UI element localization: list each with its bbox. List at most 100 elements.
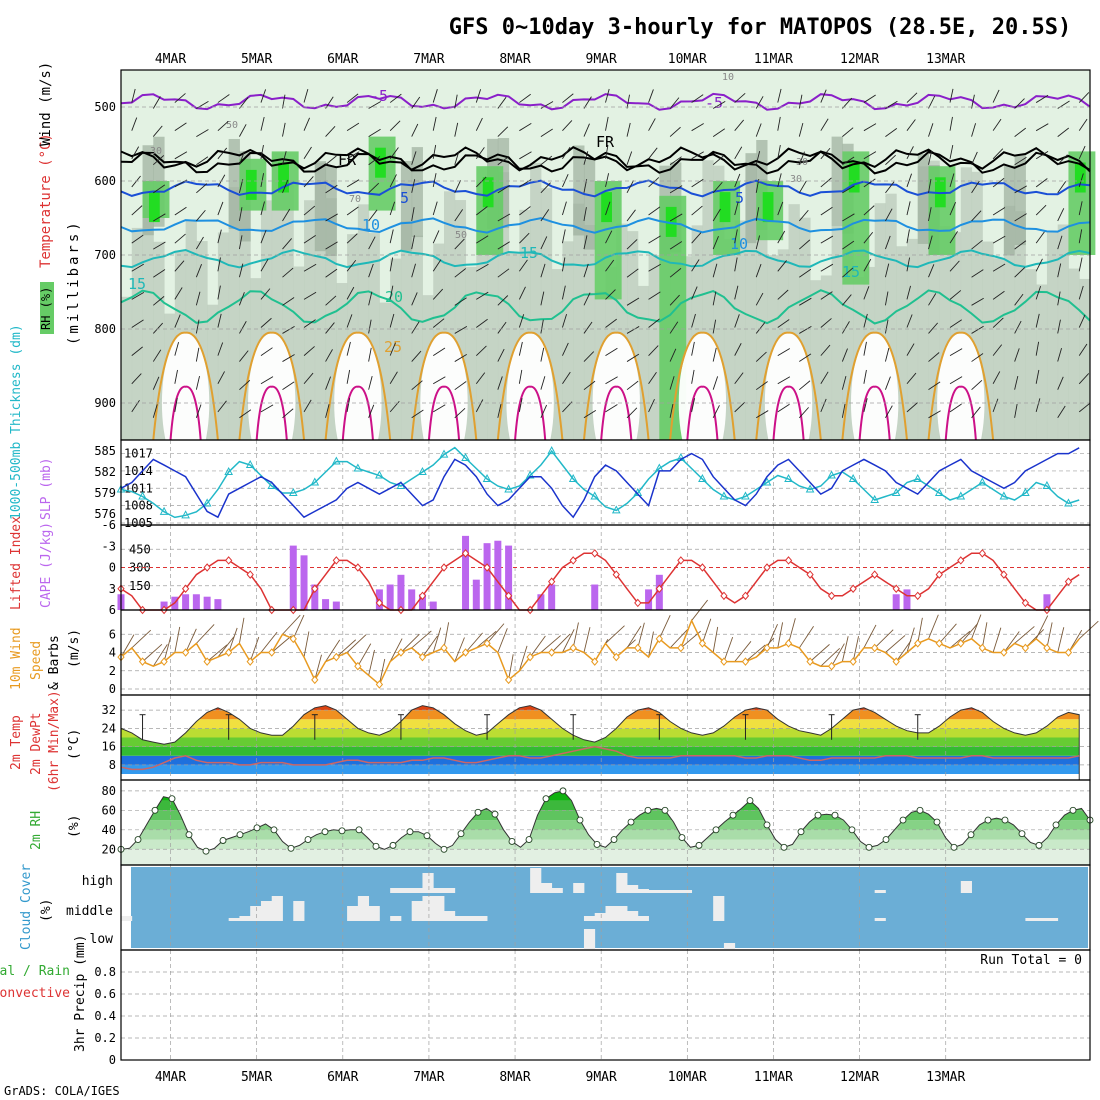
wind-barb [777, 376, 791, 385]
rh-point [712, 826, 720, 834]
wind10m-barb [981, 622, 988, 649]
cloud-bar [121, 916, 133, 921]
rh-point [134, 836, 142, 843]
cloud-bar [357, 896, 370, 921]
wind-barb [734, 229, 738, 244]
contour-label: 5 [735, 189, 744, 207]
wind-barb [1035, 94, 1049, 103]
wind-barb [475, 89, 482, 103]
precip-conv-label: Convective [0, 986, 70, 1001]
wind-barb [497, 321, 507, 334]
pressure-tick: 700 [94, 248, 116, 262]
wind-tick: 6 [109, 627, 116, 641]
wind-barb [389, 371, 398, 384]
wind-barb [217, 400, 227, 413]
lifted-index-point [849, 584, 857, 594]
contour-label: 15 [520, 244, 538, 262]
wind-barb [734, 173, 741, 188]
cloud-bar [228, 918, 240, 921]
lifted-index-point [827, 591, 836, 601]
wind-barb [755, 96, 764, 109]
rh2m-axis-label: 2m RH [29, 811, 44, 850]
wind-barb [1078, 145, 1086, 159]
wind-barb [562, 120, 573, 131]
cloud-bar [723, 943, 736, 949]
wind-tick: 2 [109, 664, 116, 678]
wind-speed-point [1064, 648, 1073, 657]
wind-barb [562, 342, 569, 356]
wind-barb [777, 348, 791, 357]
thickness-tick: 579 [94, 486, 116, 500]
cape-bar [300, 555, 308, 610]
wind10m-barb [314, 654, 322, 680]
wind-barb [325, 155, 337, 166]
wind-barb [325, 213, 338, 222]
wind-barb [971, 239, 983, 250]
wind-barb [712, 405, 720, 419]
wind-barb [1014, 267, 1026, 278]
cloud-bar [530, 868, 542, 893]
wind-barb [454, 179, 462, 194]
thickness-point [202, 498, 212, 507]
wind-barb [325, 268, 338, 278]
wind-barb [885, 181, 895, 194]
wind-barb [777, 403, 790, 413]
wind-barb [863, 341, 867, 356]
wind-barb [669, 185, 683, 194]
wind10m-barb [1046, 622, 1053, 649]
cape-bar [386, 584, 394, 610]
thickness-point [418, 466, 427, 476]
rh-shade [444, 191, 456, 440]
day-label-top: 10MAR [668, 52, 707, 67]
wind-barb [196, 183, 208, 194]
wind-barb [1014, 403, 1018, 418]
wind-barb [691, 151, 704, 160]
thickness-axis-label: 1000-500mb Thickness (dm) [9, 324, 24, 520]
wind-barb [131, 291, 145, 300]
rh-bright-area [1074, 162, 1086, 193]
thickness-tick: 585 [94, 444, 116, 458]
wind-barb [799, 297, 812, 306]
contour-minus5 [120, 92, 1091, 111]
wind-speed-point [978, 643, 986, 653]
wind-barb [1057, 291, 1061, 306]
wind-barb [605, 88, 610, 103]
rh-shade [627, 231, 639, 440]
wind-barb [217, 120, 229, 132]
wind-barb [777, 116, 781, 131]
rh-line [120, 790, 1091, 865]
wind-barb [282, 354, 295, 362]
wind10m-barb [497, 628, 508, 653]
wind-barb [325, 241, 338, 250]
wind-barb [497, 126, 509, 137]
wind-barb [454, 353, 467, 362]
wind-barb [131, 175, 141, 188]
temp-band [121, 755, 1080, 765]
wind-barb [863, 205, 875, 216]
lifted-index-point [935, 570, 943, 579]
cloud-bar [400, 888, 413, 893]
wind-barb [1078, 314, 1086, 328]
wind-speed-point [784, 639, 793, 648]
lifted-index-point [1021, 598, 1030, 608]
temp-axis-label-b: 2m DewPt [29, 712, 44, 775]
wind-barb [303, 319, 316, 328]
wind-barb [411, 235, 415, 250]
wind10m-barb [745, 644, 766, 662]
wind-barb [389, 93, 402, 103]
rh-shade [185, 219, 197, 440]
wind-barb [842, 185, 855, 194]
pressure-tick: 600 [94, 174, 116, 188]
wind-barb [260, 404, 274, 413]
lifted-index-point [440, 563, 448, 572]
wind-barb [863, 258, 872, 272]
wind-barb [432, 144, 437, 159]
rh-point [338, 827, 346, 835]
wind-barb [540, 263, 546, 278]
contour-25 [496, 331, 564, 441]
wind-barb [217, 94, 230, 103]
rh-shade [207, 304, 219, 440]
wind-barb [238, 235, 243, 250]
wind-barb [691, 205, 703, 216]
day-label-top: 12MAR [840, 52, 879, 67]
